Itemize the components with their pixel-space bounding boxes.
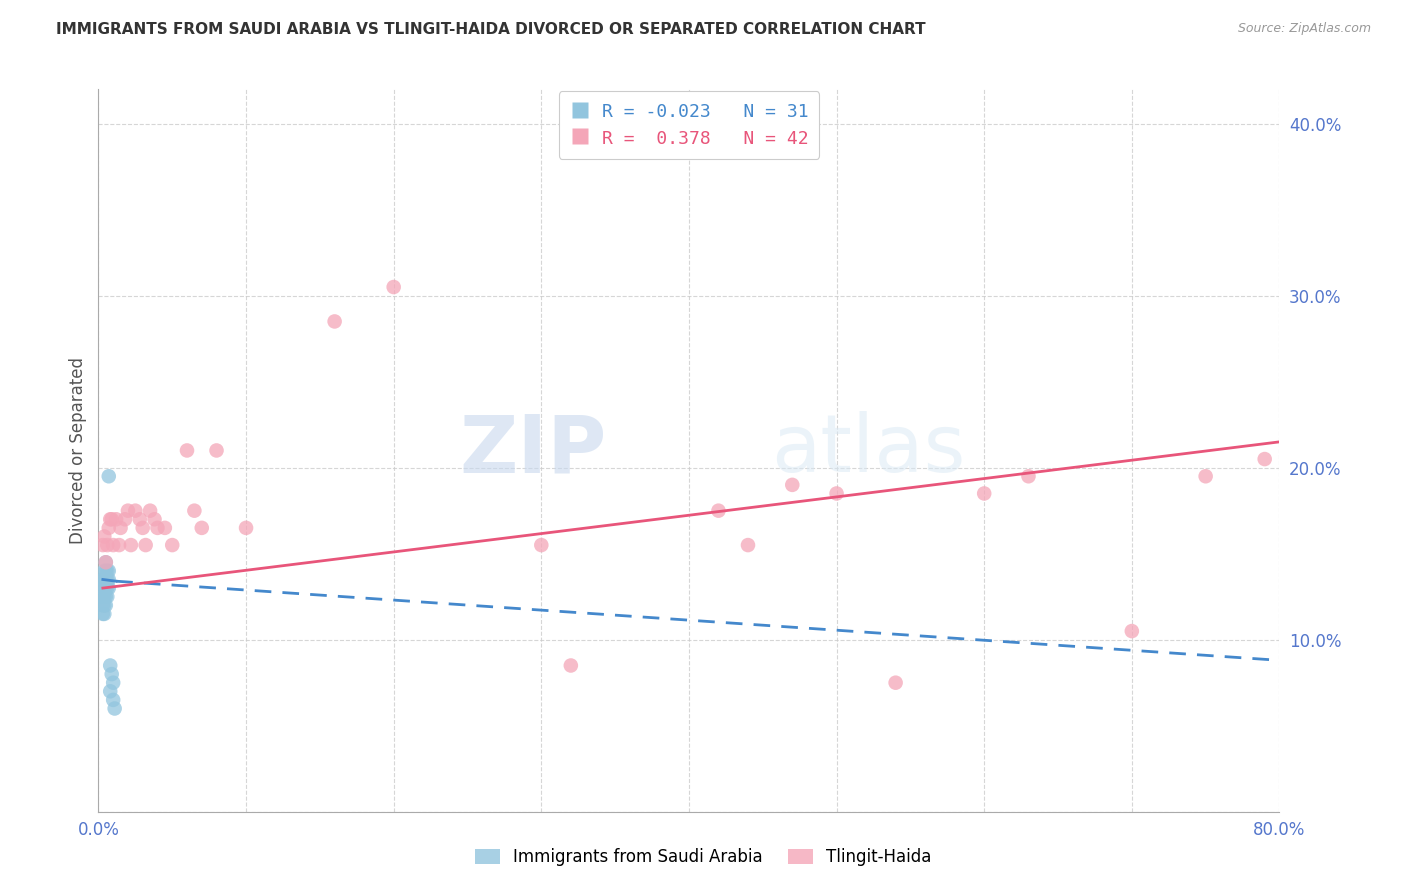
Legend: Immigrants from Saudi Arabia, Tlingit-Haida: Immigrants from Saudi Arabia, Tlingit-Ha… [468, 842, 938, 873]
Point [96, 573, 118, 587]
Point [117, 503, 139, 517]
Point [235, 521, 257, 535]
Point [91, 538, 114, 552]
Point [97, 581, 120, 595]
Point [91, 573, 114, 587]
Point [93, 581, 115, 595]
Text: atlas: atlas [772, 411, 966, 490]
Point [98, 684, 121, 698]
Point [94, 555, 117, 569]
Point [93, 599, 115, 613]
Point [382, 280, 405, 294]
Point [737, 538, 759, 552]
Point [176, 443, 198, 458]
Point [323, 314, 346, 328]
Point [162, 538, 183, 552]
Point [1195, 469, 1218, 483]
Point [94, 573, 117, 587]
Point [183, 503, 205, 517]
Point [104, 701, 127, 715]
Point [1018, 469, 1040, 483]
Text: ZIP: ZIP [458, 411, 606, 490]
Point [108, 538, 131, 552]
Point [93, 529, 115, 543]
Point [96, 590, 118, 604]
Y-axis label: Divorced or Separated: Divorced or Separated [69, 357, 87, 544]
Point [560, 658, 582, 673]
Point [98, 512, 121, 526]
Point [114, 512, 136, 526]
Point [94, 555, 117, 569]
Point [825, 486, 848, 500]
Point [530, 538, 553, 552]
Point [93, 590, 115, 604]
Point [91, 581, 114, 595]
Point [91, 590, 114, 604]
Text: Source: ZipAtlas.com: Source: ZipAtlas.com [1237, 22, 1371, 36]
Point [91, 599, 114, 613]
Point [100, 512, 122, 526]
Point [93, 564, 115, 578]
Point [143, 512, 166, 526]
Point [128, 512, 150, 526]
Point [100, 667, 122, 681]
Point [103, 538, 125, 552]
Point [132, 521, 155, 535]
Point [153, 521, 176, 535]
Point [97, 469, 120, 483]
Point [884, 675, 907, 690]
Point [94, 564, 117, 578]
Point [135, 538, 157, 552]
Point [91, 607, 114, 621]
Point [103, 675, 125, 690]
Point [139, 503, 162, 517]
Point [94, 599, 117, 613]
Point [96, 564, 118, 578]
Point [94, 581, 117, 595]
Point [93, 607, 115, 621]
Point [97, 521, 120, 535]
Point [105, 512, 128, 526]
Point [96, 538, 118, 552]
Point [120, 538, 142, 552]
Point [110, 521, 132, 535]
Point [124, 503, 146, 517]
Legend: R = -0.023   N = 31, R =  0.378   N = 42: R = -0.023 N = 31, R = 0.378 N = 42 [558, 91, 820, 159]
Point [97, 564, 120, 578]
Text: IMMIGRANTS FROM SAUDI ARABIA VS TLINGIT-HAIDA DIVORCED OR SEPARATED CORRELATION : IMMIGRANTS FROM SAUDI ARABIA VS TLINGIT-… [56, 22, 927, 37]
Point [146, 521, 169, 535]
Point [103, 693, 125, 707]
Point [191, 521, 214, 535]
Point [205, 443, 228, 458]
Point [1121, 624, 1143, 639]
Point [782, 478, 804, 492]
Point [1254, 452, 1277, 467]
Point [973, 486, 995, 500]
Point [96, 581, 118, 595]
Point [98, 658, 121, 673]
Point [97, 573, 120, 587]
Point [707, 503, 730, 517]
Point [93, 573, 115, 587]
Point [94, 590, 117, 604]
